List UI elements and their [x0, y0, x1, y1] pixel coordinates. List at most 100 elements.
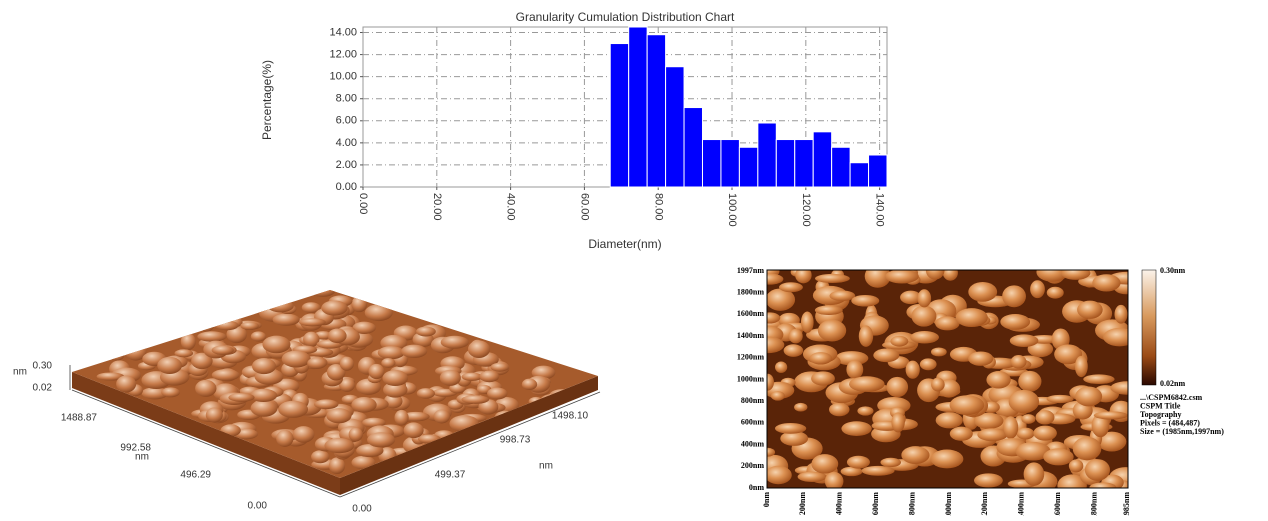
grain: [1016, 427, 1035, 440]
y-tick-label-3d: 992.58: [120, 443, 151, 454]
afm-y-tick-label: 200nm: [741, 461, 764, 470]
grain: [861, 465, 895, 476]
grain: [250, 399, 278, 417]
grain: [1033, 425, 1057, 441]
y-tick-label-3d: 0.00: [248, 501, 268, 512]
grain: [846, 360, 864, 379]
grain: [775, 361, 788, 373]
bar: [738, 146, 759, 188]
x-tick-label: 40.00: [505, 193, 517, 221]
x-tick-label: 20.00: [431, 193, 443, 221]
grain: [935, 316, 960, 331]
grain: [767, 273, 784, 285]
grain: [1060, 270, 1091, 280]
bar: [757, 122, 777, 188]
afm-x-tick-label: 400nm: [835, 492, 844, 515]
grain: [348, 427, 363, 442]
grain: [228, 393, 255, 402]
grain: [885, 270, 919, 284]
grain: [141, 387, 169, 400]
bar: [646, 34, 667, 188]
grain: [910, 330, 939, 344]
grain: [403, 422, 424, 439]
grain: [917, 289, 932, 308]
grain: [352, 321, 376, 335]
grain: [339, 356, 354, 371]
grain: [880, 457, 902, 468]
grain: [197, 331, 227, 342]
grain: [161, 387, 180, 398]
afm-y-tick-label: 800nm: [741, 396, 764, 405]
grain: [811, 454, 839, 474]
info-line: Topography: [1140, 410, 1182, 419]
grain: [1003, 416, 1019, 439]
grain: [931, 347, 947, 357]
grain: [461, 395, 490, 404]
grain: [1057, 474, 1087, 488]
grain: [1097, 431, 1127, 452]
grain: [935, 412, 963, 429]
grain: [1074, 355, 1088, 378]
grain: [949, 395, 985, 415]
grain: [828, 402, 850, 417]
grain: [930, 449, 964, 469]
grain: [841, 421, 872, 436]
grain: [814, 305, 843, 316]
info-line: Size = (1985nm,1997nm): [1140, 427, 1224, 436]
grain: [1072, 436, 1102, 461]
grain: [311, 450, 330, 464]
grain: [276, 429, 294, 447]
grain: [109, 349, 125, 361]
grain: [249, 388, 278, 402]
grain: [278, 400, 309, 418]
grain: [1018, 370, 1042, 392]
grain: [467, 340, 491, 358]
y-tick-label: 4.00: [336, 137, 357, 149]
grain: [240, 321, 259, 330]
x-tick-label: 80.00: [652, 193, 664, 221]
y-axis-label: Percentage(%): [260, 60, 274, 140]
grain: [1054, 344, 1083, 365]
grain: [794, 402, 808, 412]
y-tick-label: 12.00: [329, 48, 357, 60]
grain: [846, 455, 870, 469]
grain: [328, 457, 346, 475]
grain: [817, 319, 847, 342]
grain: [416, 326, 436, 337]
grain: [1091, 413, 1110, 438]
grain: [774, 423, 807, 434]
grain: [968, 351, 994, 366]
afm-y-tick-label: 1600nm: [737, 309, 764, 318]
info-line: CSPM Title: [1140, 401, 1181, 410]
grain: [849, 376, 885, 392]
x-tick-label-3d: 499.37: [435, 470, 466, 481]
grain: [1114, 304, 1128, 324]
grain: [811, 371, 835, 386]
afm-x-tick-label: 1200nm: [980, 492, 989, 516]
afm-x-tick-label: 800nm: [907, 492, 916, 515]
grain: [394, 409, 409, 426]
grain: [298, 318, 326, 327]
afm-x-tick-label: 1800nm: [1089, 492, 1098, 516]
grain: [1103, 327, 1128, 347]
afm-y-tick-label: 600nm: [741, 418, 764, 427]
grain: [824, 471, 844, 488]
grain: [479, 370, 500, 383]
grain: [211, 345, 234, 355]
x-tick-label: 120.00: [800, 193, 812, 227]
x-tick-label: 60.00: [579, 193, 591, 221]
afm-x-tick-label: 1985nm: [1122, 492, 1131, 516]
grain: [326, 363, 346, 381]
y-unit-label: nm: [135, 452, 149, 463]
grain: [1030, 280, 1045, 299]
grain: [780, 431, 809, 446]
grain: [364, 304, 393, 322]
grain: [795, 270, 812, 284]
grain: [1093, 411, 1128, 420]
grain: [368, 363, 385, 380]
grain: [356, 443, 384, 458]
grain: [267, 299, 294, 313]
grain: [433, 409, 450, 424]
x-tick-label-3d: 0.00: [352, 504, 372, 515]
grain: [1092, 274, 1121, 292]
